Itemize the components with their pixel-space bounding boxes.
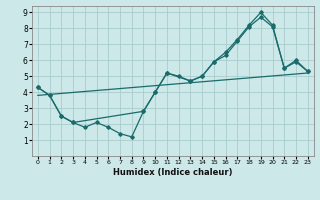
X-axis label: Humidex (Indice chaleur): Humidex (Indice chaleur) [113, 168, 233, 177]
